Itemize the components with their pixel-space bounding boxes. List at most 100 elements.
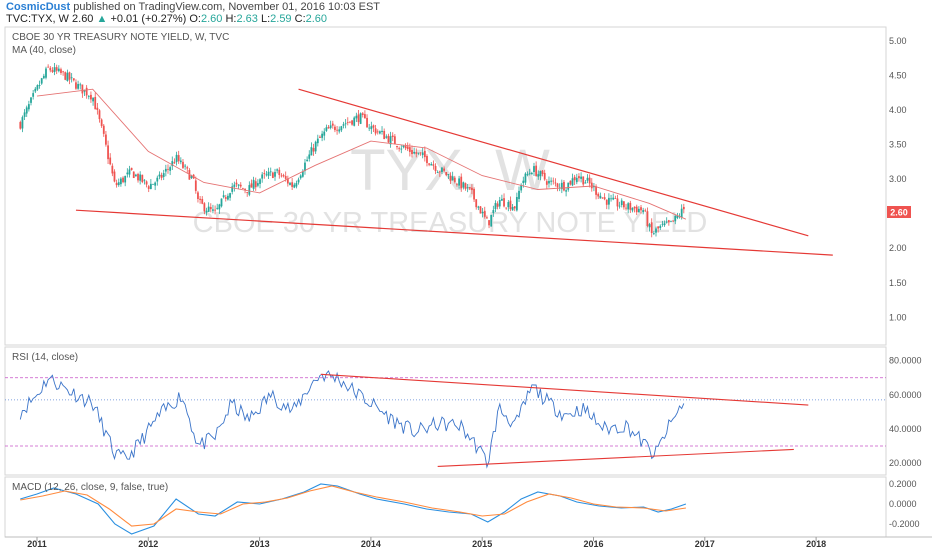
last-price-tag [887, 206, 911, 218]
candle-body [441, 167, 443, 172]
candle-body [122, 177, 124, 183]
high-value: 2.63 [236, 13, 258, 25]
candle-body [117, 182, 120, 186]
candle-body [612, 197, 615, 200]
candle-body [475, 199, 478, 208]
candle-body [355, 115, 358, 119]
candle-body [539, 171, 542, 177]
candle-body [676, 215, 679, 218]
rsi-panel [4, 346, 887, 476]
candle-body [40, 78, 43, 84]
candle-body [96, 107, 99, 110]
candle-body [55, 67, 58, 71]
candle-body [458, 178, 460, 186]
candle-body [560, 182, 563, 190]
author-link[interactable]: CosmicDust [6, 1, 71, 13]
candle-body [541, 170, 544, 174]
candle-body [522, 180, 525, 183]
candle-body [248, 185, 251, 195]
candle-body [661, 223, 664, 225]
candle-body [286, 178, 289, 184]
rsi-panel-title[interactable]: RSI (14, close) [12, 352, 78, 363]
candle-body [421, 152, 424, 156]
price-panel [4, 26, 887, 346]
candle-body [203, 203, 206, 212]
high-label: H: [225, 13, 237, 25]
candle-body [141, 174, 144, 183]
macd-tick-label: 0.0000 [889, 499, 917, 509]
candle-body [353, 117, 356, 126]
candle-body [304, 162, 306, 171]
candle-body [466, 187, 469, 189]
candle-body [462, 182, 465, 188]
candle-body [417, 152, 420, 154]
candle-body [179, 160, 182, 163]
candle-body [57, 68, 60, 72]
candle-body [586, 177, 589, 181]
candle-body [413, 151, 416, 154]
candle-body [608, 197, 610, 205]
candle-body [548, 180, 550, 184]
candle-body [359, 113, 362, 124]
candle-body [674, 215, 677, 222]
low-label: L: [260, 13, 271, 25]
candle-body [383, 130, 386, 140]
price-tick-label: 4.00 [889, 105, 907, 115]
candle-body [490, 214, 493, 227]
candle-body [276, 169, 279, 171]
time-tick-label: 2016 [583, 539, 603, 549]
candle-body [672, 220, 675, 222]
candle-body [291, 182, 294, 187]
candle-body [68, 72, 71, 80]
candle-body [552, 180, 555, 182]
rsi-series [5, 370, 886, 469]
candle-body [620, 200, 623, 206]
price-tick-label: 4.50 [889, 70, 907, 80]
candle-body [438, 171, 441, 173]
time-tick-label: 2012 [138, 539, 158, 549]
candle-body [233, 184, 236, 187]
rsi-tick-label: 20.0000 [889, 458, 922, 468]
candle-body [242, 188, 244, 189]
candle-body [614, 198, 617, 199]
candle-body [25, 107, 28, 114]
candle-body [109, 157, 112, 165]
candle-body [32, 93, 35, 97]
candle-body [297, 179, 300, 183]
candle-body [389, 136, 392, 145]
macd-panel-title[interactable]: MACD (12, 26, close, 9, false, true) [12, 482, 168, 493]
candle-body [402, 145, 405, 148]
candle-body [190, 175, 193, 179]
candle-body [650, 222, 653, 234]
candle-body [595, 186, 597, 195]
candle-body [295, 182, 298, 187]
candle-body [134, 174, 137, 177]
candle-body [83, 89, 86, 92]
candle-body [269, 171, 272, 173]
candle-body [667, 220, 670, 223]
candle-body [584, 182, 587, 184]
candle-body [321, 133, 323, 138]
candle-body [680, 208, 683, 218]
candle-body [535, 165, 538, 177]
candle-body [310, 147, 313, 156]
candle-body [430, 163, 433, 166]
candle-body [486, 217, 488, 219]
candle-body [94, 96, 97, 110]
candle-body [391, 135, 394, 138]
candle-body [169, 167, 172, 171]
candle-body [426, 156, 428, 164]
candle-body [500, 198, 503, 201]
time-tick-label: 2013 [250, 539, 270, 549]
rsi-tick-label: 60.0000 [889, 390, 922, 400]
candle-body [254, 181, 257, 188]
candle-body [597, 193, 600, 197]
candle-body [445, 172, 448, 176]
price-tick-label: 5.00 [889, 36, 907, 46]
candle-body [663, 223, 666, 226]
ma-indicator-title[interactable]: MA (40, close) [12, 45, 76, 56]
candle-body [488, 220, 490, 226]
candle-body [158, 174, 161, 177]
time-tick-label: 2014 [361, 539, 381, 549]
